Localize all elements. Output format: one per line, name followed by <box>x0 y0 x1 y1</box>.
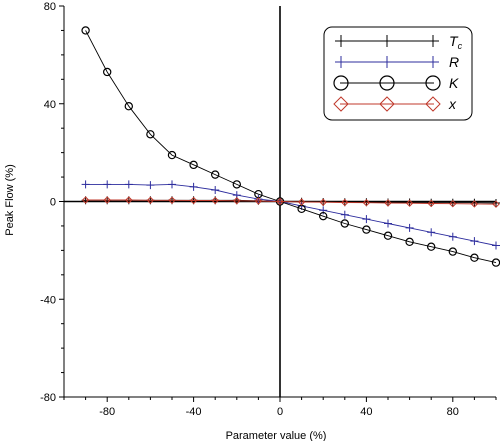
data-point-k <box>448 247 457 256</box>
data-point-r <box>470 237 479 246</box>
data-point-r <box>81 180 90 189</box>
data-point-k <box>232 180 241 189</box>
data-point-k <box>427 242 436 251</box>
legend-box <box>323 26 473 121</box>
data-point-k <box>210 170 220 179</box>
data-point-x <box>341 198 349 207</box>
data-point-r <box>405 223 414 232</box>
legend-marker-k <box>425 75 441 91</box>
series-x <box>81 196 500 208</box>
data-point-x <box>449 199 457 208</box>
data-point-k <box>383 231 393 240</box>
data-point-tc <box>492 198 500 207</box>
data-point-r <box>103 180 112 189</box>
legend-label-r: R <box>449 54 459 70</box>
y-tick-label: 0 <box>50 197 56 209</box>
data-point-r <box>340 210 349 219</box>
x-tick-label: 80 <box>447 406 459 418</box>
data-point-x <box>297 198 306 206</box>
data-point-k <box>167 150 177 160</box>
data-point-r <box>384 219 392 228</box>
data-point-tc <box>470 198 479 207</box>
data-point-r <box>189 182 198 191</box>
data-point-x <box>362 199 371 207</box>
data-point-k <box>189 160 198 170</box>
data-point-k <box>340 219 349 228</box>
data-point-x <box>211 196 219 205</box>
data-point-x <box>492 200 500 208</box>
series-line-r <box>85 183 497 246</box>
data-point-x <box>254 197 263 205</box>
y-axis-label: Peak Flow (%) <box>4 164 16 236</box>
legend-marker-r <box>381 56 393 68</box>
data-point-r <box>448 232 457 241</box>
data-point-x <box>405 199 414 207</box>
legend-marker-x <box>333 96 349 112</box>
data-point-x <box>146 196 155 204</box>
data-point-r <box>362 215 371 224</box>
data-point-k <box>124 101 134 111</box>
data-point-x <box>470 200 479 208</box>
legend-label-x: x <box>448 96 457 112</box>
data-point-tc <box>448 198 457 207</box>
x-tick-label: -40 <box>186 406 202 418</box>
data-point-k <box>470 253 479 262</box>
legend-marker-tc <box>381 35 393 47</box>
data-point-r <box>254 195 263 204</box>
data-point-x <box>189 196 198 205</box>
series-group <box>81 26 500 267</box>
legend-marker-r <box>427 56 439 68</box>
data-point-r <box>427 228 436 237</box>
data-point-k <box>81 26 90 35</box>
legend-label-tc: Tc <box>449 33 463 51</box>
data-point-x <box>276 197 284 206</box>
data-point-x <box>233 197 241 205</box>
x-axis-label: Parameter value (%) <box>226 430 327 441</box>
data-point-r <box>124 180 133 189</box>
x-tick-label: 0 <box>277 406 283 418</box>
data-point-x <box>427 199 435 208</box>
data-point-x <box>81 196 90 204</box>
legend-marker-tc <box>427 35 439 47</box>
series-r <box>81 180 500 250</box>
y-tick-label: -40 <box>40 294 56 306</box>
data-point-r <box>211 186 220 195</box>
legend-marker-k <box>379 75 395 91</box>
legend-marker-x <box>379 96 395 112</box>
legend-label-k: K <box>449 75 459 91</box>
x-tick-label: -80 <box>99 406 115 418</box>
y-tick-label: -80 <box>40 392 56 404</box>
data-point-r <box>168 180 176 189</box>
data-point-r <box>492 241 500 250</box>
legend: Tc RKx <box>323 26 473 121</box>
legend-marker-x <box>425 96 441 112</box>
x-tick-label: 40 <box>360 406 372 418</box>
y-tick-label: 40 <box>44 99 56 111</box>
legend-marker-tc <box>335 35 347 47</box>
data-point-x <box>103 196 111 204</box>
series-k <box>81 26 500 267</box>
data-point-x <box>384 199 392 207</box>
data-point-k <box>362 225 371 234</box>
legend-marker-k <box>333 75 349 91</box>
data-point-k <box>405 237 414 247</box>
data-point-x <box>125 196 133 204</box>
data-point-k <box>146 130 155 139</box>
legend-marker-r <box>335 56 347 68</box>
data-point-k <box>319 211 328 221</box>
data-point-x <box>319 198 327 206</box>
y-tick-label: 80 <box>44 1 56 13</box>
data-point-x <box>168 196 176 204</box>
data-point-k <box>102 67 112 77</box>
data-point-r <box>146 181 155 190</box>
